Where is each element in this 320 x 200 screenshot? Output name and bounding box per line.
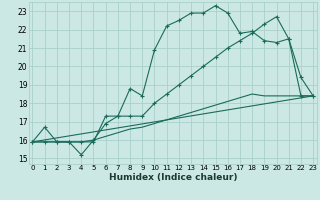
X-axis label: Humidex (Indice chaleur): Humidex (Indice chaleur): [108, 173, 237, 182]
